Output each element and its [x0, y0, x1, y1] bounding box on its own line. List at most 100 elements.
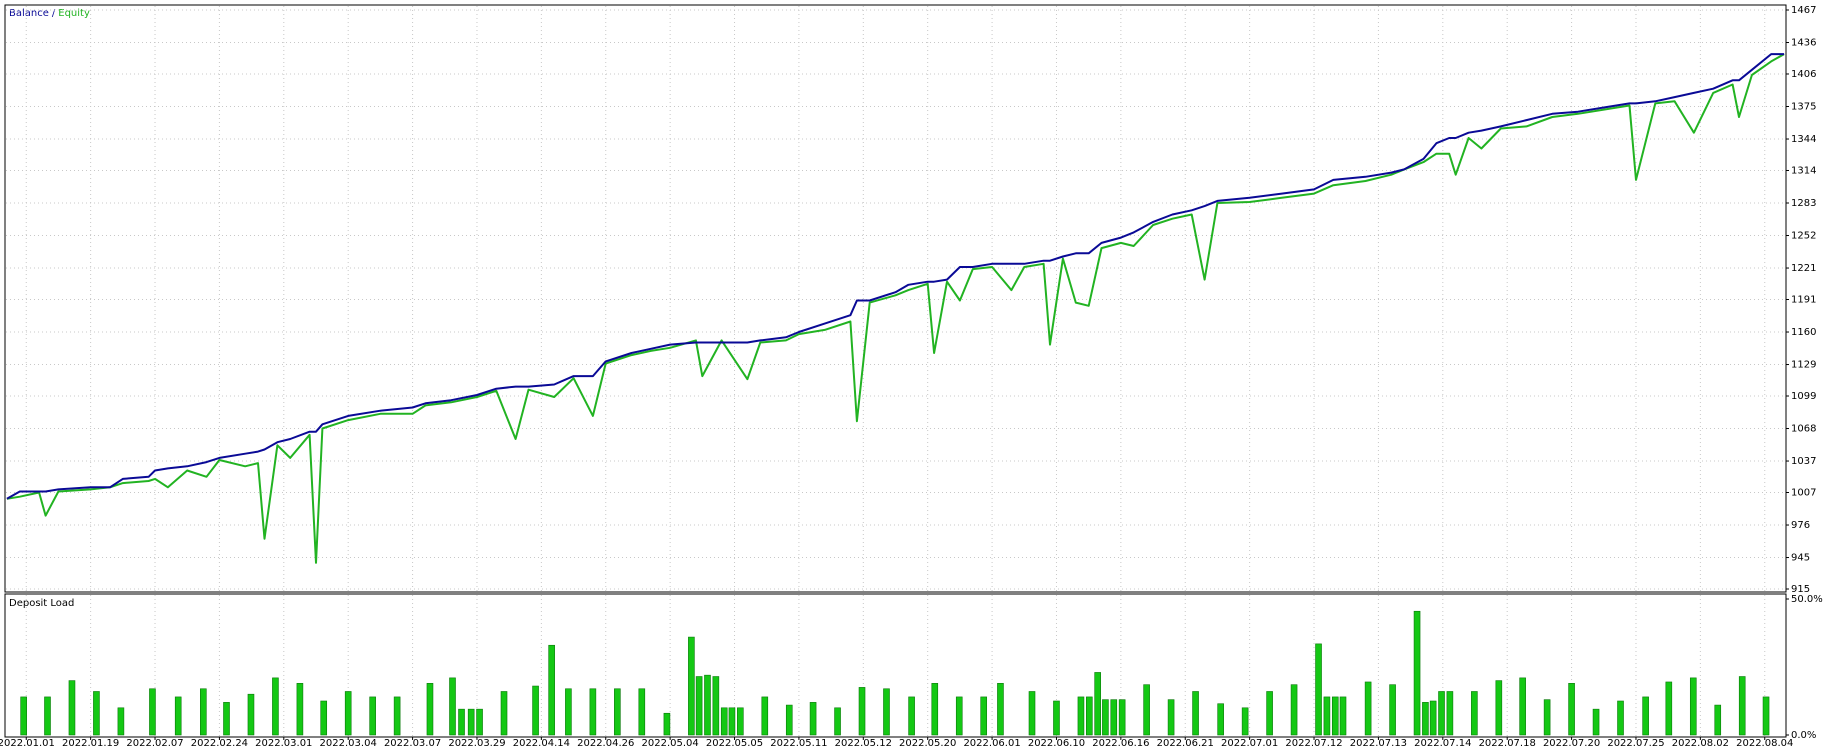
bar — [980, 696, 988, 736]
bar — [589, 688, 597, 736]
y-tick-label: 1160 — [1791, 327, 1816, 338]
bar — [663, 712, 671, 736]
bar — [1323, 696, 1331, 736]
x-tick-label: 2022.02.24 — [191, 738, 248, 749]
bar — [1290, 684, 1298, 736]
bar — [1364, 681, 1372, 736]
bar — [1094, 672, 1101, 736]
bar — [1315, 643, 1322, 736]
x-tick-label: 2022.06.21 — [1157, 738, 1214, 749]
y-tick-label: 1314 — [1791, 165, 1816, 176]
x-tick-label: 2022.03.01 — [255, 738, 312, 749]
x-tick-label: 2022.07.20 — [1543, 738, 1600, 749]
bar — [1714, 704, 1722, 736]
bar — [1642, 696, 1649, 736]
bar — [1762, 696, 1770, 736]
bar — [1617, 700, 1624, 736]
bar — [247, 693, 255, 736]
bar — [1266, 691, 1273, 736]
y-tick-label: 50.0% — [1791, 594, 1823, 605]
x-tick-label: 2022.06.01 — [963, 738, 1020, 749]
bar — [1102, 699, 1109, 736]
bar — [1389, 684, 1396, 736]
bar — [908, 696, 915, 736]
bar — [500, 691, 508, 736]
bar — [1495, 680, 1503, 736]
bar — [458, 708, 465, 736]
y-tick-label: 1068 — [1791, 424, 1816, 435]
x-tick-label: 2022.05.04 — [642, 738, 699, 749]
x-tick-label: 2022.04.26 — [577, 738, 634, 749]
bar — [858, 687, 866, 736]
bar — [883, 688, 890, 736]
bar — [200, 688, 207, 736]
y-tick-label: 1099 — [1791, 391, 1816, 402]
bar — [809, 702, 817, 736]
x-tick-label: 2022.03.29 — [448, 738, 505, 749]
bar — [728, 707, 736, 736]
bar — [638, 688, 646, 736]
y-tick-label: 945 — [1791, 553, 1810, 564]
panel-title: Deposit Load — [9, 598, 74, 609]
y-tick-label: 1283 — [1791, 198, 1816, 209]
bar — [532, 685, 539, 736]
y-tick-label: 0.0% — [1791, 730, 1816, 741]
x-tick-label: 2022.07.25 — [1607, 738, 1664, 749]
bar — [1519, 677, 1526, 736]
bar — [467, 708, 475, 736]
bar — [1339, 696, 1347, 736]
bar — [720, 707, 728, 736]
bar — [1053, 700, 1060, 736]
x-tick-label: 2022.03.07 — [384, 738, 441, 749]
load-panel — [4, 593, 1787, 738]
bar — [320, 700, 328, 736]
bar — [955, 696, 963, 736]
y-tick-label: 1007 — [1791, 488, 1816, 499]
bar — [565, 688, 572, 736]
bar — [704, 674, 711, 736]
bar — [1471, 691, 1478, 736]
y-tick-label: 976 — [1791, 520, 1810, 531]
legend-balance: Balance — [9, 8, 49, 19]
y-tick-label: 1375 — [1791, 102, 1816, 113]
bar — [737, 707, 744, 736]
bar — [44, 696, 51, 736]
bar — [1167, 699, 1175, 736]
bar — [344, 691, 352, 736]
x-tick-label: 2022.04.14 — [513, 738, 570, 749]
x-tick-label: 2022.05.12 — [835, 738, 892, 749]
x-tick-label: 2022.06.10 — [1028, 738, 1085, 749]
bar — [296, 683, 304, 736]
x-tick-label: 2022.08.04 — [1736, 738, 1793, 749]
y-tick-label: 915 — [1791, 584, 1810, 595]
x-tick-label: 2022.07.18 — [1479, 738, 1536, 749]
x-tick-label: 2022.07.13 — [1350, 738, 1407, 749]
y-tick-label: 1037 — [1791, 456, 1816, 467]
bar — [149, 688, 156, 736]
bar — [272, 677, 279, 736]
y-tick-label: 1252 — [1791, 231, 1816, 242]
bar — [1413, 610, 1421, 736]
x-tick-label: 2022.06.16 — [1092, 738, 1149, 749]
bar — [1665, 681, 1673, 736]
y-tick-label: 1436 — [1791, 38, 1816, 49]
bar — [20, 696, 27, 736]
bar — [393, 696, 401, 736]
x-tick-label: 2022.01.19 — [62, 738, 119, 749]
bar — [1143, 684, 1150, 736]
bar — [223, 702, 230, 736]
x-tick-label: 2022.02.07 — [126, 738, 183, 749]
bar — [688, 636, 695, 736]
bar — [1446, 691, 1454, 736]
x-tick-label: 2022.07.01 — [1221, 738, 1278, 749]
bar — [1028, 691, 1036, 736]
bar — [1118, 699, 1126, 736]
bar — [1192, 691, 1199, 736]
bar — [426, 683, 434, 736]
bar — [997, 683, 1004, 736]
bar — [1331, 696, 1339, 736]
bar — [1738, 676, 1746, 736]
bar — [174, 696, 182, 736]
